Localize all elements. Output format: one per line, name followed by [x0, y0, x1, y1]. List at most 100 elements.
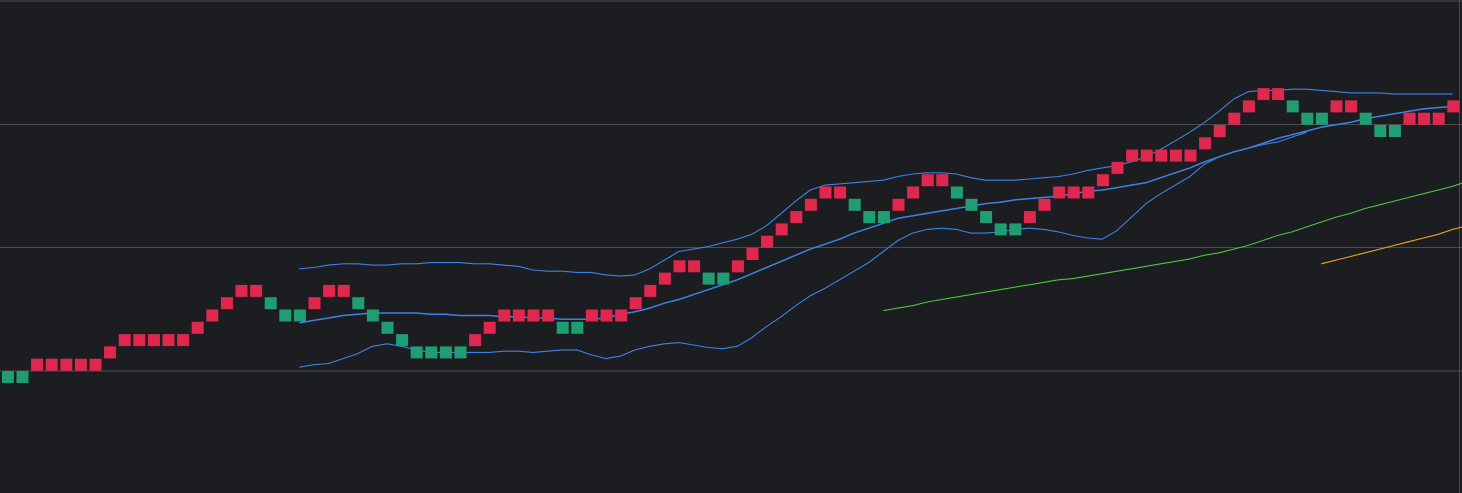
renko-brick-up [1023, 211, 1036, 224]
renko-brick-down [950, 186, 963, 199]
renko-brick-down [556, 321, 569, 334]
renko-brick-up [761, 235, 774, 248]
renko-brick-up [118, 334, 131, 347]
renko-brick-down [279, 309, 292, 322]
renko-brick-down [396, 334, 409, 347]
renko-brick-up [615, 309, 628, 322]
renko-brick-up [1345, 100, 1358, 113]
renko-brick-up [1082, 186, 1095, 199]
renko-brick-up [1067, 186, 1080, 199]
renko-brick-down [877, 211, 890, 224]
renko-brick-up [206, 309, 219, 322]
renko-brick-up [1053, 186, 1066, 199]
renko-brick-up [89, 358, 102, 371]
renko-brick-up [1418, 112, 1431, 125]
renko-brick-up [191, 321, 204, 334]
renko-brick-up [892, 198, 905, 211]
bollinger-lower-line [299, 131, 1307, 368]
renko-brick-up [220, 297, 233, 310]
renko-brick-up [45, 358, 58, 371]
ma-slow-line [1321, 226, 1462, 265]
renko-brick-up [731, 260, 744, 273]
renko-brick-down [848, 198, 861, 211]
renko-brick-up [834, 186, 847, 199]
renko-brick-down [1374, 125, 1387, 137]
renko-brick-up [31, 358, 44, 371]
renko-brick-up [177, 334, 190, 347]
grid-layer [0, 0, 1462, 372]
renko-brick-up [162, 334, 175, 347]
renko-brick-down [1286, 100, 1299, 113]
renko-brick-down [1, 371, 14, 383]
renko-brick-down [381, 321, 394, 334]
renko-brick-down [352, 297, 365, 310]
renko-brick-down [717, 272, 730, 285]
renko-brick-down [293, 309, 306, 322]
renko-brick-up [1228, 112, 1241, 125]
renko-brick-down [994, 223, 1007, 236]
renko-brick-up [658, 272, 671, 285]
renko-brick-up [1111, 161, 1124, 174]
renko-brick-up [1447, 100, 1460, 113]
renko-brick-up [1140, 149, 1153, 162]
ma-fast-line [883, 182, 1462, 312]
renko-brick-up [600, 309, 613, 322]
renko-brick-down [264, 297, 277, 310]
renko-brick-up [921, 174, 934, 187]
renko-brick-up [775, 223, 788, 236]
renko-brick-up [673, 260, 686, 273]
renko-brick-up [74, 358, 87, 371]
renko-brick-up [804, 198, 817, 211]
renko-brick-up [790, 211, 803, 224]
renko-brick-up [469, 334, 482, 347]
renko-brick-up [323, 284, 336, 297]
renko-brick-down [863, 211, 876, 224]
renko-brick-up [585, 309, 598, 322]
renko-brick-up [1242, 100, 1255, 113]
renko-brick-up [1126, 149, 1139, 162]
renko-brick-up [1184, 149, 1197, 162]
renko-brick-up [542, 309, 555, 322]
renko-brick-down [1009, 223, 1022, 236]
renko-brick-up [1169, 149, 1182, 162]
renko-brick-up [1272, 88, 1285, 101]
renko-brick-up [483, 321, 496, 334]
renko-brick-up [337, 284, 350, 297]
bollinger-middle-line [299, 105, 1453, 324]
renko-brick-up [629, 297, 642, 310]
renko-brick-up [235, 284, 248, 297]
renko-brick-up [527, 309, 540, 322]
renko-brick-up [250, 284, 263, 297]
renko-brick-up [644, 284, 657, 297]
renko-brick-down [16, 371, 29, 383]
renko-brick-up [1330, 100, 1343, 113]
renko-brick-up [308, 297, 321, 310]
renko-brick-down [702, 272, 715, 285]
renko-brick-down [980, 211, 993, 224]
renko-brick-up [104, 346, 117, 359]
renko-brick-down [1301, 112, 1314, 125]
renko-brick-up [498, 309, 511, 322]
renko-brick-up [1213, 125, 1226, 137]
renko-brick-down [1359, 112, 1372, 125]
renko-brick-down [454, 346, 467, 359]
renko-brick-up [133, 334, 146, 347]
renko-brick-down [410, 346, 423, 359]
renko-brick-up [819, 186, 832, 199]
renko-brick-down [571, 321, 584, 334]
renko-brick-down [1315, 112, 1328, 125]
renko-brick-up [936, 174, 949, 187]
renko-brick-down [439, 346, 452, 359]
renko-brick-up [1155, 149, 1168, 162]
renko-brick-up [1403, 112, 1416, 125]
renko-brick-down [366, 309, 379, 322]
renko-brick-up [147, 334, 160, 347]
renko-brick-down [425, 346, 438, 359]
renko-brick-up [746, 248, 759, 260]
renko-brick-up [1199, 137, 1212, 150]
renko-brick-up [1038, 198, 1051, 211]
renko-brick-up [1257, 88, 1270, 101]
